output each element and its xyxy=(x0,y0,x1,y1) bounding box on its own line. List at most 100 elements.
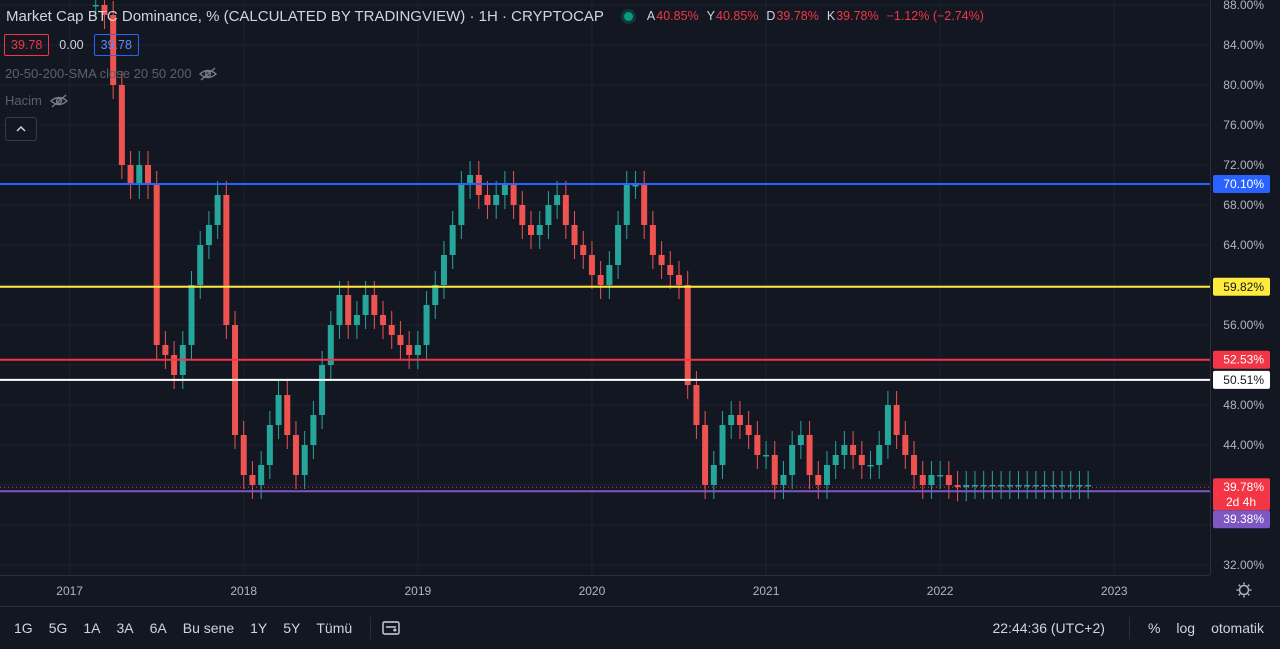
candle-body xyxy=(266,425,273,465)
candle-body xyxy=(336,295,343,325)
settings-gear-icon[interactable] xyxy=(1236,582,1252,598)
gear-ring xyxy=(1238,584,1250,596)
candle-body xyxy=(980,485,987,487)
x-tick-label: 2023 xyxy=(1101,584,1128,598)
range-1y-button[interactable]: 1Y xyxy=(250,620,268,636)
collapse-legend-button[interactable] xyxy=(5,117,37,141)
candle-body xyxy=(484,195,491,205)
candle-body xyxy=(423,305,430,345)
candle-body xyxy=(327,325,334,365)
candle-body xyxy=(998,485,1005,487)
candle-body xyxy=(449,225,456,255)
ohlc-values: A40.85% Y40.85% D39.78% K39.78% −1.12% (… xyxy=(647,9,984,23)
range-ytd-button[interactable]: Bu sene xyxy=(182,620,235,636)
go-to-date-icon[interactable] xyxy=(381,619,403,637)
y-tick-label: 32.00% xyxy=(1223,558,1264,572)
range-5d-button[interactable]: 5G xyxy=(48,620,68,636)
chart-background xyxy=(0,0,1280,606)
candle-body xyxy=(780,475,787,485)
price-chart[interactable]: 32.00% 44.00% 48.00% 56.00% 64.00% 68.00% 72.0… xyxy=(0,0,1280,606)
candle-body xyxy=(562,195,569,225)
volume-indicator-legend[interactable]: Hacim xyxy=(5,93,68,108)
candle-body xyxy=(989,485,996,487)
candle-body xyxy=(902,435,909,455)
candle-body xyxy=(1041,485,1048,487)
candle-body xyxy=(1076,485,1083,487)
candle-body xyxy=(789,445,796,475)
candle-body xyxy=(319,365,326,415)
hidden-eye-icon[interactable] xyxy=(49,93,68,108)
market-status-icon xyxy=(623,11,633,21)
candle-body xyxy=(850,445,857,455)
y-tick-label: 48.00% xyxy=(1223,398,1264,412)
last-price-tag: 39.78% xyxy=(1223,480,1264,494)
spread-value: 0.00 xyxy=(59,38,84,52)
level-price-tag-background xyxy=(1213,175,1270,193)
ohlc-low: D39.78% xyxy=(766,9,819,23)
range-all-button[interactable]: Tümü xyxy=(316,620,353,636)
x-tick-label: 2021 xyxy=(753,584,780,598)
candle-body xyxy=(963,485,970,488)
candle-body xyxy=(536,225,543,235)
candle-body xyxy=(658,255,665,265)
hidden-eye-icon[interactable] xyxy=(199,66,218,81)
percent-scale-button[interactable]: % xyxy=(1147,620,1161,636)
candle-body xyxy=(388,325,395,335)
candle-body xyxy=(136,165,143,185)
candle-body xyxy=(397,335,404,345)
range-5y-button[interactable]: 5Y xyxy=(283,620,301,636)
ohlc-change: −1.12% (−2.74%) xyxy=(886,9,984,23)
range-3m-button[interactable]: 3A xyxy=(116,620,134,636)
candle-body xyxy=(675,275,682,285)
y-tick-label: 72.00% xyxy=(1223,158,1264,172)
candle-body xyxy=(667,265,674,275)
candle-body xyxy=(205,225,212,245)
candle-body xyxy=(815,475,822,485)
candle-body xyxy=(867,465,874,467)
candle-body xyxy=(884,405,891,445)
range-1d-button[interactable]: 1G xyxy=(14,620,33,636)
level-price-tag-background xyxy=(1213,350,1270,369)
last-price-tag-background xyxy=(1213,478,1270,511)
candle-body xyxy=(684,285,691,385)
clock-timezone[interactable]: 22:44:36 (UTC+2) xyxy=(992,620,1105,636)
range-6m-button[interactable]: 6A xyxy=(149,620,167,636)
candle-body xyxy=(284,395,291,435)
y-tick-label: 84.00% xyxy=(1223,38,1264,52)
candle-body xyxy=(240,435,247,475)
candle-body xyxy=(1050,485,1057,487)
candle-body xyxy=(371,295,378,315)
x-tick-label: 2019 xyxy=(404,584,431,598)
toolbar-divider xyxy=(370,617,372,639)
ohlc-open: A40.85% xyxy=(646,9,699,23)
candle-body xyxy=(258,465,265,485)
candle-body xyxy=(911,455,918,475)
candle-body xyxy=(693,385,700,425)
candle-body xyxy=(858,455,865,465)
symbol-title[interactable]: Market Cap BTC Dominance, % (CALCULATED … xyxy=(6,7,604,25)
range-1m-button[interactable]: 1A xyxy=(83,620,101,636)
candle-body xyxy=(1067,485,1074,487)
candle-body xyxy=(380,315,387,325)
log-scale-button[interactable]: log xyxy=(1176,620,1196,636)
gear-tooth xyxy=(1238,584,1241,587)
auto-scale-button[interactable]: otomatik xyxy=(1211,620,1264,636)
buy-price-box[interactable]: 39.78 xyxy=(93,34,139,56)
y-tick-label: 56.00% xyxy=(1223,318,1264,332)
candle-body xyxy=(110,15,117,85)
candle-body xyxy=(588,255,595,275)
candle-body xyxy=(597,275,604,285)
candle-body xyxy=(362,295,369,315)
candle-body xyxy=(954,485,961,488)
sma-indicator-legend[interactable]: 20-50-200-SMA close 20 50 200 xyxy=(5,66,218,81)
candle-body xyxy=(571,225,578,245)
candle-body xyxy=(1085,485,1092,487)
sell-price-box[interactable]: 39.78 xyxy=(4,34,50,56)
y-tick-label: 44.00% xyxy=(1223,438,1264,452)
candle-body xyxy=(945,475,952,485)
candle-body xyxy=(440,255,447,285)
candle-body xyxy=(118,85,125,165)
sma-indicator-label: 20-50-200-SMA close 20 50 200 xyxy=(5,66,192,81)
candle-body xyxy=(745,425,752,435)
candle-body xyxy=(432,285,439,305)
